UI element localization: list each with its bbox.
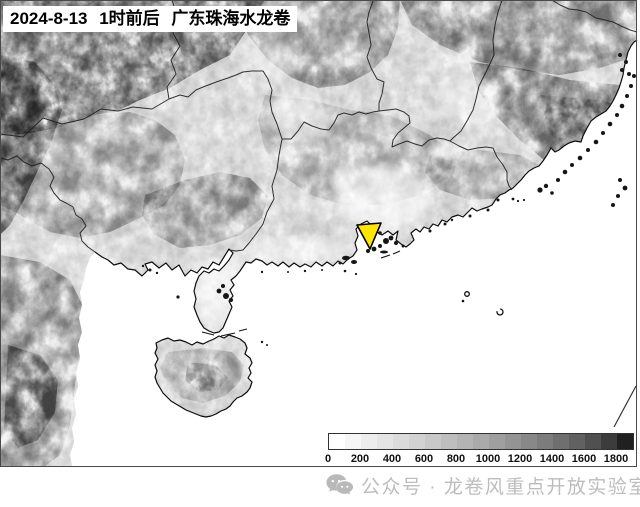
tick-label: 0 [324, 453, 332, 465]
tick-label: 600 [414, 453, 434, 465]
tick-label: 800 [446, 453, 466, 465]
colorbar-segment [553, 434, 569, 449]
wechat-icon [326, 473, 354, 498]
waterspout-marker [356, 222, 382, 250]
colorbar-segment [441, 434, 457, 449]
colorbar-segment [345, 434, 361, 449]
map-frame [0, 0, 637, 467]
colorbar-segments [328, 433, 634, 450]
colorbar-segment [329, 434, 345, 449]
tick-label: 1400 [539, 453, 565, 465]
coastline [94, 39, 638, 334]
colorbar-segment [393, 434, 409, 449]
tick-label: 1800 [603, 453, 629, 465]
tick-label: 200 [350, 453, 370, 465]
map-title: 2024-8-13 1时前后 广东珠海水龙卷 [3, 6, 298, 32]
islands [141, 53, 636, 346]
colorbar-segment [521, 434, 537, 449]
colorbar-segment [489, 434, 505, 449]
colorbar-segment [585, 434, 601, 449]
diagonal-line [613, 385, 637, 428]
colorbar-segment [537, 434, 553, 449]
colorbar-segment [569, 434, 585, 449]
colorbar-segment [473, 434, 489, 449]
colorbar-segment [505, 434, 521, 449]
elevation-colorbar: 0 200 400 600 800 1000 1200 1400 1600 18… [325, 433, 634, 465]
ring-islands [461, 291, 504, 316]
tick-label: 1200 [507, 453, 533, 465]
colorbar-segment [601, 434, 617, 449]
tick-label: 1000 [475, 453, 501, 465]
tick-label: 1600 [571, 453, 597, 465]
colorbar-tick-labels: 0 200 400 600 800 1000 1200 1400 1600 18… [312, 453, 632, 465]
province-boundaries [0, 0, 638, 253]
colorbar-segment [425, 434, 441, 449]
watermark: 公众号 · 龙卷风重点开放实验室 [326, 472, 640, 499]
colorbar-segment [361, 434, 377, 449]
tick-label: 400 [382, 453, 402, 465]
colorbar-segment [457, 434, 473, 449]
colorbar-segment [617, 434, 633, 449]
colorbar-segment [377, 434, 393, 449]
colorbar-segment [409, 434, 425, 449]
watermark-text: 公众号 · 龙卷风重点开放实验室 [361, 477, 640, 498]
strait-dashes [201, 250, 401, 337]
